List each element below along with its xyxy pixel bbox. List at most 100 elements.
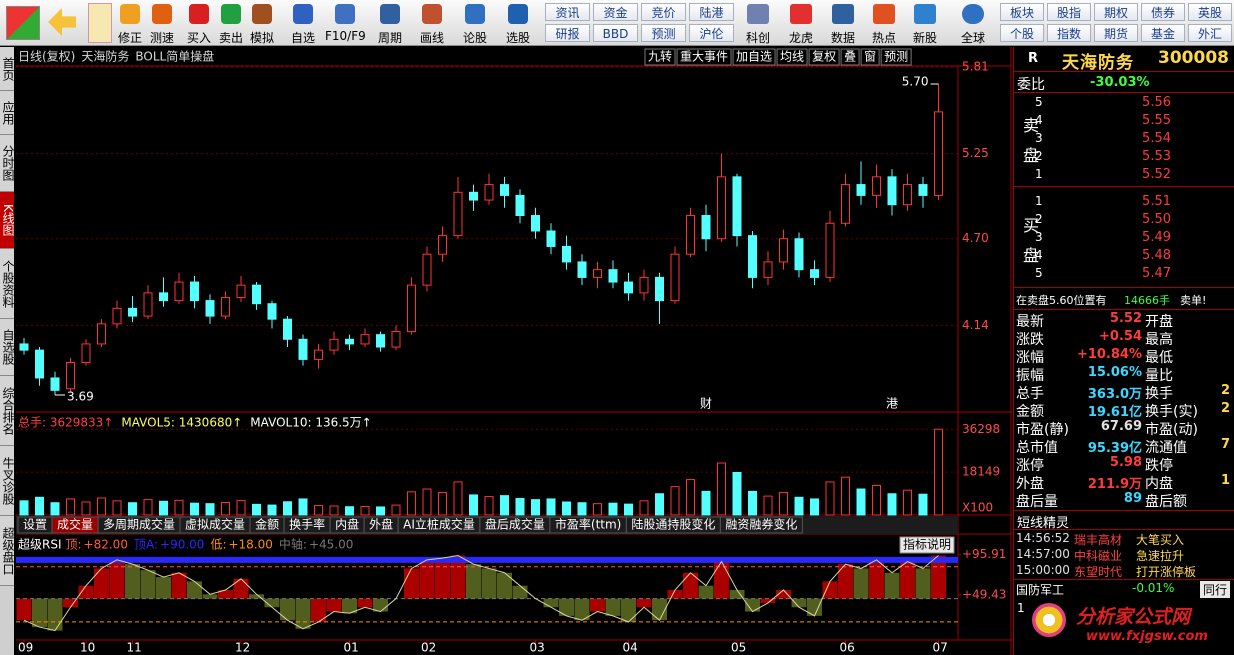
quick-link[interactable]: 外汇	[1188, 24, 1232, 42]
quick-link[interactable]: 英股	[1188, 3, 1232, 21]
quick-link[interactable]: 资金	[593, 3, 638, 21]
chart-header: BOLL简单操盘	[135, 49, 214, 64]
chart-button[interactable]	[880, 48, 912, 66]
quick-link[interactable]: 陆港	[689, 3, 734, 21]
quick-link[interactable]: BBD	[593, 24, 638, 42]
toolbar-button[interactable]: 新股	[905, 2, 945, 45]
tab-label[interactable]: 外盘	[369, 517, 393, 532]
quick-link[interactable]: 竞价	[641, 3, 686, 21]
tab-label[interactable]: 多周期成交量	[103, 517, 175, 532]
quote-prefix: R	[1028, 51, 1039, 66]
rsi-bar	[807, 598, 822, 616]
toolbar-button[interactable]: 热点	[864, 2, 904, 45]
toolbar-button[interactable]: F10/F9	[325, 2, 366, 44]
chart-button-label[interactable]: 复权	[812, 50, 836, 64]
toolbar-button[interactable]: 数据	[823, 2, 863, 45]
chart-button[interactable]	[676, 48, 732, 66]
quick-link[interactable]: 基金	[1141, 24, 1185, 42]
sidebar-tab[interactable]: 综合排名	[0, 376, 14, 446]
toolbar-icon	[465, 4, 485, 24]
sidebar-tab[interactable]: 首页	[0, 47, 14, 91]
sidebar-tab[interactable]: 个股资料	[0, 249, 14, 319]
chart-button-label[interactable]: 九转	[648, 49, 672, 64]
chart-button-label[interactable]: 均线	[780, 50, 804, 64]
chart-button[interactable]	[644, 48, 676, 66]
candle-body	[546, 230, 556, 247]
chart-button[interactable]	[840, 48, 860, 66]
quote-label: 换手	[1145, 386, 1173, 402]
candle-body	[825, 222, 835, 278]
quick-link[interactable]: 指数	[1047, 24, 1091, 42]
toolbar-button[interactable]: 画线	[412, 2, 452, 45]
toolbar-button[interactable]: 模拟	[242, 2, 282, 45]
quick-link[interactable]: 债券	[1141, 3, 1185, 21]
toolbar-button[interactable]: 选股	[498, 2, 538, 45]
toolbar-button[interactable]: 科创	[738, 2, 778, 45]
chart-button[interactable]	[808, 48, 840, 66]
toolbar-label: 画线	[419, 31, 444, 45]
candle-body	[469, 191, 478, 201]
app-icon[interactable]	[6, 6, 40, 40]
chart-button[interactable]	[732, 48, 776, 66]
up-down-button[interactable]	[88, 3, 112, 43]
tab-label[interactable]: 换手率	[289, 517, 325, 532]
tab-label[interactable]: 成交量	[57, 517, 93, 532]
sidebar-tab[interactable]: 分时图	[0, 135, 14, 192]
sidebar-tab[interactable]: 超级盘口	[0, 516, 14, 586]
candle-body	[887, 176, 897, 206]
quick-link[interactable]: 沪伦	[689, 24, 734, 42]
tab-label[interactable]: 陆股通持股变化	[631, 517, 715, 532]
sidebar-tab[interactable]: K线图	[0, 192, 14, 249]
toolbar-button[interactable]: 论股	[455, 2, 495, 45]
help-label[interactable]: 指标说明	[903, 537, 951, 552]
tab-label[interactable]: 内盘	[335, 517, 359, 532]
quick-link[interactable]: 股指	[1047, 3, 1091, 21]
quote-name: 天海防务	[1062, 53, 1134, 73]
quick-link[interactable]: 研报	[545, 24, 590, 42]
chart-button-label[interactable]: 重大事件	[680, 50, 728, 64]
toolbar-button[interactable]: 全球	[953, 2, 993, 45]
chart-button-label[interactable]: 窗	[864, 50, 876, 64]
volume-bar	[19, 500, 29, 516]
tab[interactable]	[719, 516, 803, 534]
candle-body	[438, 235, 447, 255]
toolbar-label: 全球	[960, 31, 985, 45]
chart-button-label[interactable]: 预测	[884, 50, 908, 64]
quick-link[interactable]: 预测	[641, 24, 686, 42]
help-button[interactable]	[899, 536, 955, 554]
quick-link[interactable]: 个股	[1000, 24, 1044, 42]
tab-label[interactable]: 虚拟成交量	[185, 517, 245, 532]
toolbar-button[interactable]: 卖出	[211, 2, 251, 45]
tab-label[interactable]: AI立桩成交量	[403, 517, 475, 532]
sidebar-tab[interactable]: 自选股	[0, 319, 14, 376]
quick-link[interactable]: 资讯	[545, 3, 590, 21]
rsi-bar	[32, 598, 47, 628]
sidebar-tab[interactable]: 应用	[0, 91, 14, 135]
volume-bar	[562, 501, 571, 516]
event-marker[interactable]: 港	[886, 397, 898, 411]
tab-label[interactable]: 设置	[23, 518, 47, 532]
tab-label[interactable]: 金额	[255, 517, 279, 532]
quick-link[interactable]: 板块	[1000, 3, 1044, 21]
chart-button-label[interactable]: 加自选	[736, 50, 772, 64]
toolbar-label: 自选	[290, 31, 315, 45]
toolbar-button[interactable]: 周期	[370, 2, 410, 45]
tab-label[interactable]: 融资融券变化	[725, 517, 797, 532]
chart-button-label[interactable]: 叠	[844, 50, 856, 64]
volume-bar	[143, 499, 153, 516]
chart-button[interactable]	[776, 48, 808, 66]
toolbar-button[interactable]: 修正	[110, 2, 150, 45]
tab-label[interactable]: 市盈率(ttm)	[555, 517, 621, 532]
chart-button[interactable]	[860, 48, 880, 66]
toolbar-button[interactable]: 自选	[283, 2, 323, 45]
toolbar-button[interactable]: 买入	[179, 2, 219, 45]
toolbar-button[interactable]: 测速	[142, 2, 182, 45]
quick-link[interactable]: 期货	[1094, 24, 1138, 42]
rsi-bar	[590, 598, 605, 612]
sidebar-tab[interactable]: 牛叉诊股	[0, 446, 14, 516]
quick-link[interactable]: 期权	[1094, 3, 1138, 21]
event-marker[interactable]: 财	[700, 397, 712, 411]
volume-bar	[345, 506, 354, 516]
tab-label[interactable]: 盘后成交量	[485, 517, 545, 532]
toolbar-button[interactable]: 龙虎	[781, 2, 821, 45]
